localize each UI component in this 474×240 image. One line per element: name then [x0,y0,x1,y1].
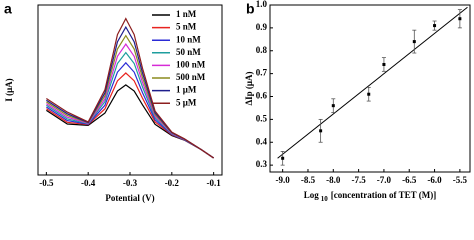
legend-label: 1 nM [176,9,197,19]
x-tick-label: -7.0 [377,175,392,185]
x-tick-label: -0.3 [123,178,138,188]
point [412,40,416,44]
y-tick-label: 0.7 [256,68,268,78]
y-tick-label: 0.3 [256,159,268,169]
y-tick-label: 0.8 [256,45,268,55]
x-axis-label: Log 10 [concentration of TET (M)] [304,190,436,203]
y-axis-label: ΔIp (μA) [244,72,254,106]
x-axis-label-part: 10 [321,195,329,203]
figure: a -0.5 -0.4 -0.3 -0.2 -0.1 Potential (V) I (μA)… [4,0,471,203]
legend-label: 1 μM [176,85,197,95]
plot-frame [269,4,471,173]
x-tick-label: -6.0 [427,175,442,185]
point [281,156,285,160]
fit-line [277,6,468,159]
y-axis-label: I (μA) [4,78,14,101]
legend-label: 50 nM [176,47,201,57]
legend-label: 100 nM [176,59,206,69]
point [458,17,462,21]
panel-label: a [4,1,12,17]
legend-label: 10 nM [176,34,201,44]
x-tick-label: -0.1 [207,178,222,188]
x-tick-label: -8.0 [326,175,341,185]
y-tick-label: 0.9 [256,22,268,32]
panel-label: b [246,1,255,17]
point [331,104,335,108]
legend-label: 5 nM [176,22,197,32]
x-tick-label: -9.0 [276,175,291,185]
page: a -0.5 -0.4 -0.3 -0.2 -0.1 Potential (V) I (μA)… [4,0,471,204]
curve [46,17,214,159]
x-tick-label: -7.5 [351,175,366,185]
x-axis-label: Potential (V) [105,193,154,203]
y-tick-label: 0.4 [256,136,268,146]
legend-label: 5 μM [176,97,197,107]
point [433,24,437,28]
x-axis-label-part: Log [304,190,320,200]
point [382,62,386,66]
y-tick-label: 0.6 [256,91,268,101]
point [319,129,323,133]
legend-label: 500 nM [176,72,206,82]
point [367,92,371,96]
x-tick-label: -6.5 [402,175,417,185]
y-tick-label: 0.5 [256,113,268,123]
x-axis-label-part: [concentration of TET (M)] [331,190,436,200]
x-tick-label: -5.5 [453,175,468,185]
y-tick-label: 1.0 [256,0,268,9]
x-tick-label: -0.5 [39,178,54,188]
x-tick-label: -0.4 [81,178,96,188]
x-tick-label: -0.2 [165,178,180,188]
x-tick-label: -8.5 [301,175,316,185]
